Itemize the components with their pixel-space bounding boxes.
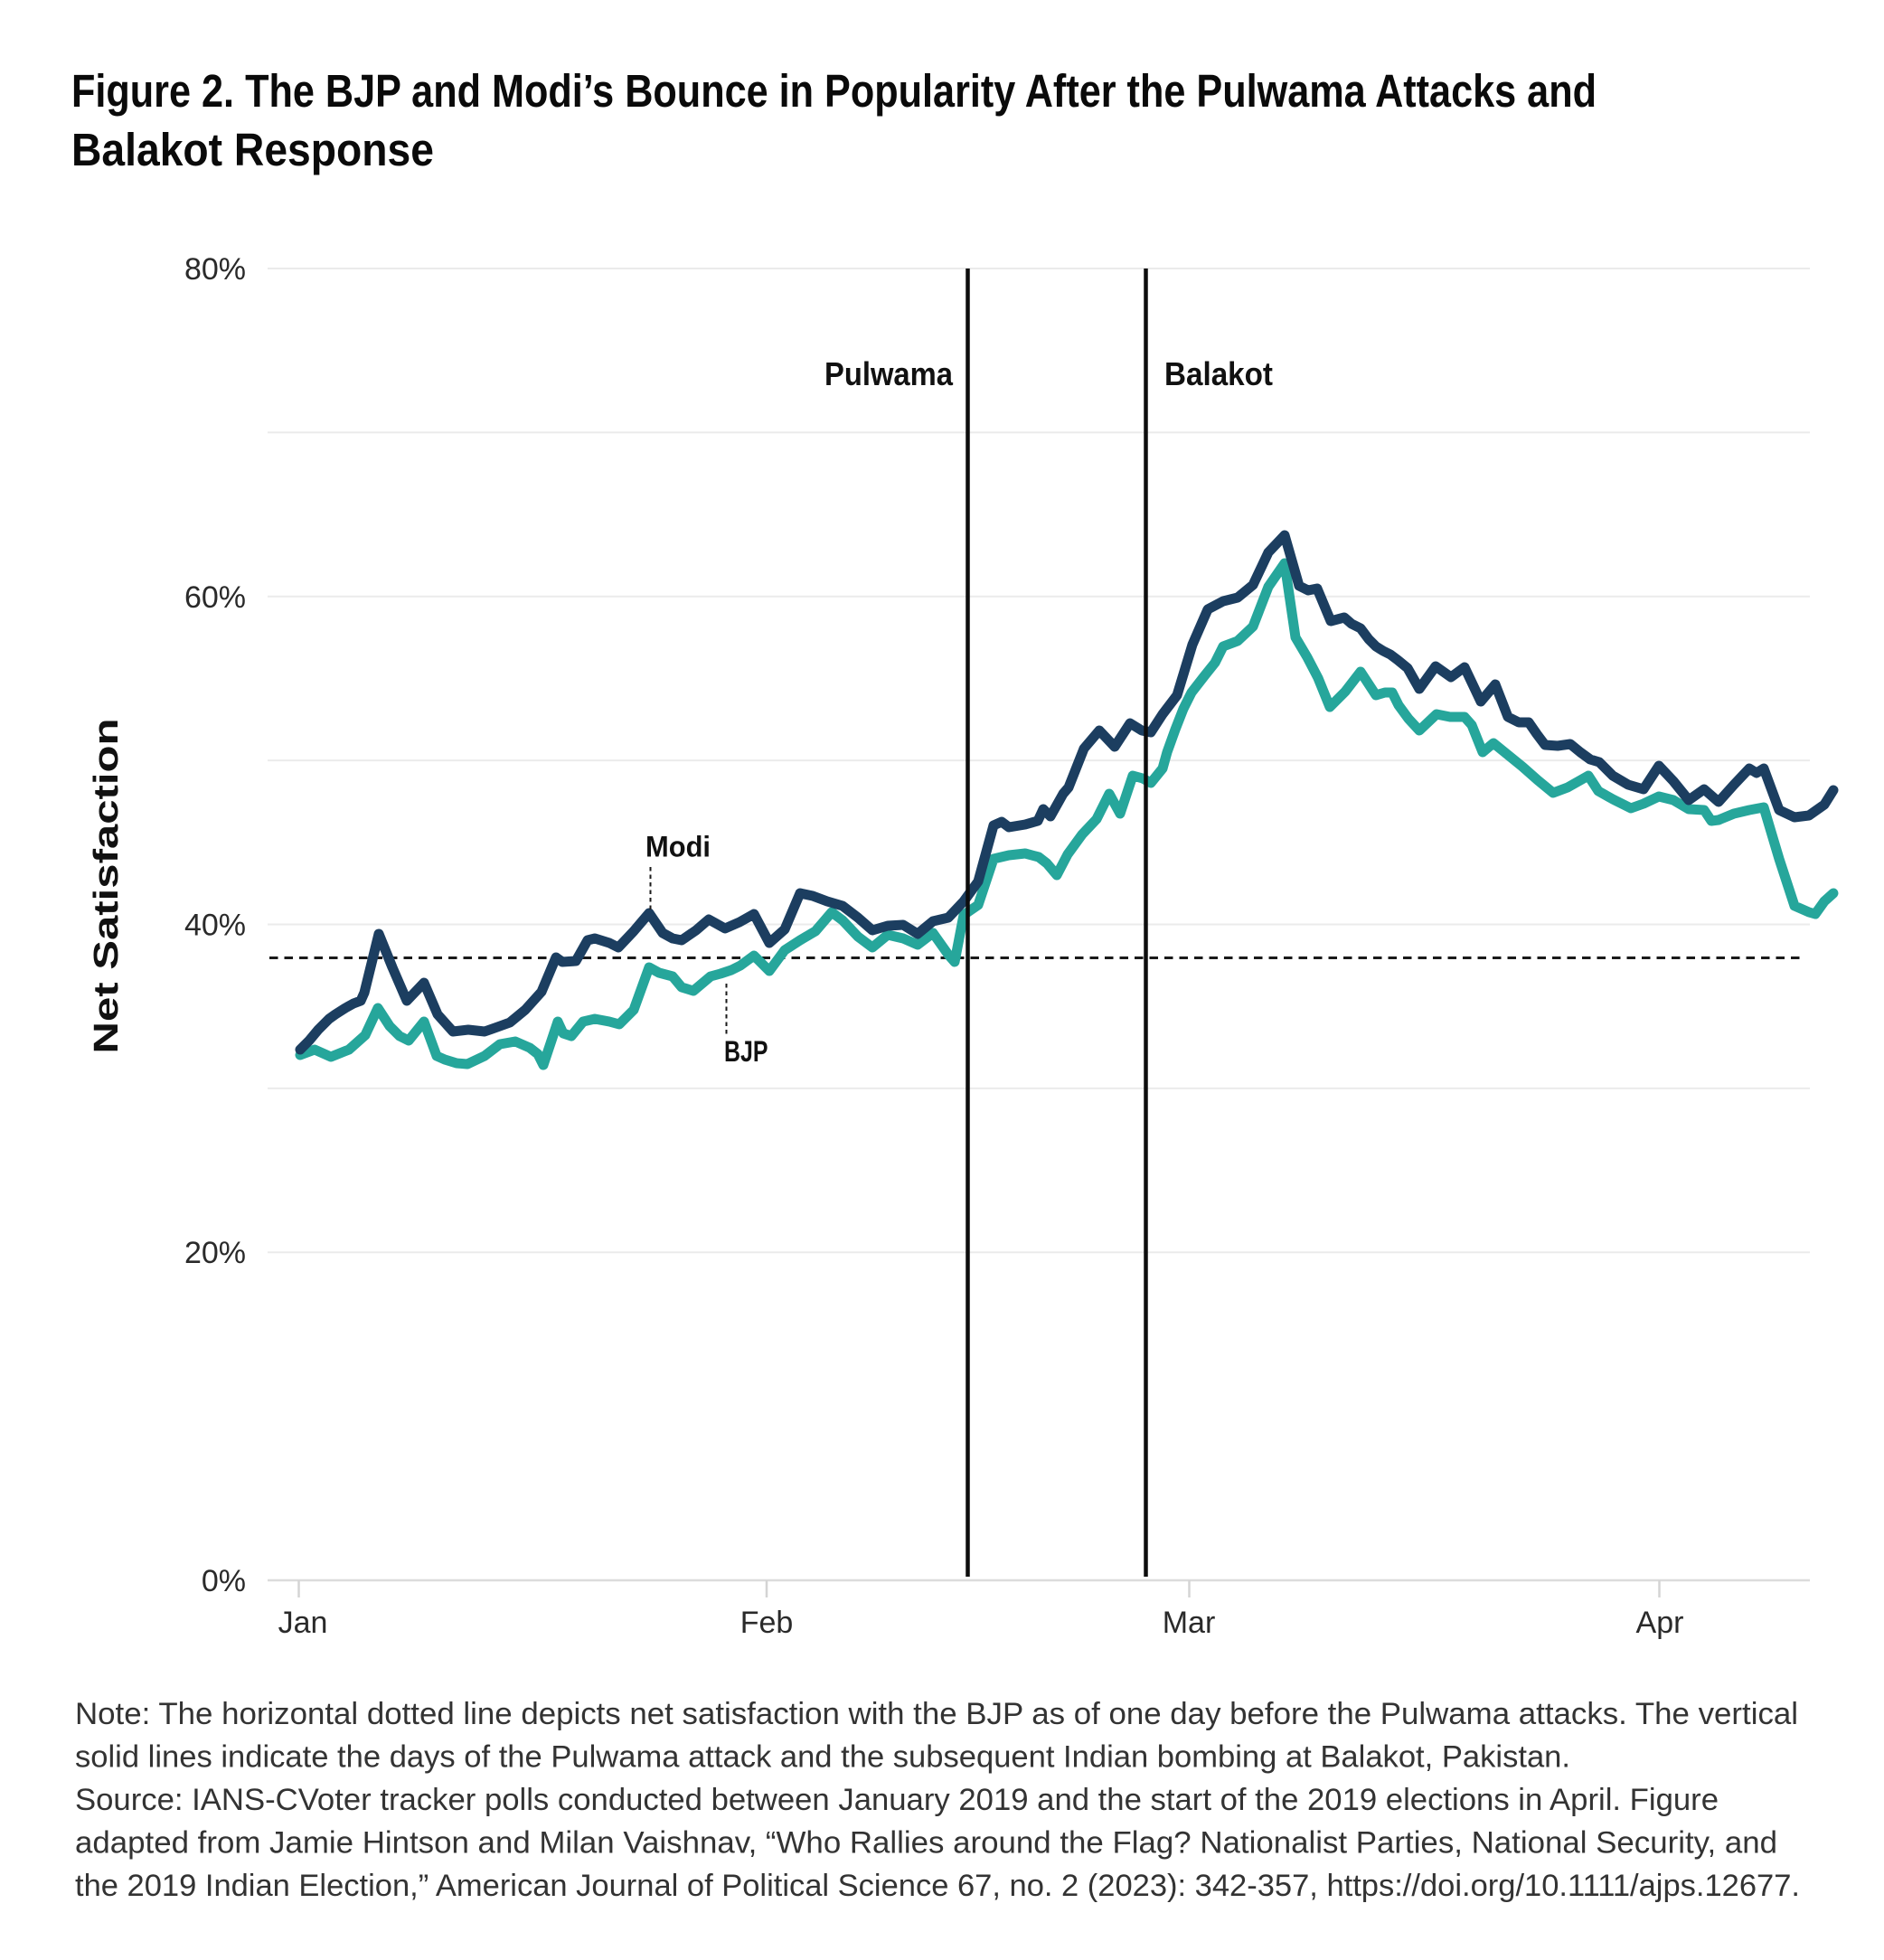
- svg-text:Modi: Modi: [645, 831, 711, 863]
- svg-text:the 2019 Indian Election,” Ame: the 2019 Indian Election,” American Jour…: [75, 1869, 1800, 1903]
- svg-text:Figure 2. The BJP and Modi’s B: Figure 2. The BJP and Modi’s Bounce in P…: [71, 65, 1597, 117]
- svg-text:60%: 60%: [184, 580, 246, 615]
- svg-text:solid lines indicate the days: solid lines indicate the days of the Pul…: [75, 1740, 1570, 1775]
- svg-text:Apr: Apr: [1636, 1606, 1684, 1640]
- svg-text:20%: 20%: [184, 1236, 246, 1270]
- svg-text:Jan: Jan: [278, 1606, 328, 1640]
- svg-text:Net Satisfaction: Net Satisfaction: [88, 719, 126, 1054]
- svg-text:40%: 40%: [184, 909, 246, 943]
- svg-text:Mar: Mar: [1163, 1606, 1216, 1640]
- svg-text:Note: The horizontal dotted li: Note: The horizontal dotted line depicts…: [75, 1697, 1798, 1731]
- svg-text:BJP: BJP: [724, 1035, 768, 1068]
- svg-text:Balakot Response: Balakot Response: [71, 124, 434, 175]
- svg-text:Feb: Feb: [740, 1606, 794, 1640]
- svg-text:Pulwama: Pulwama: [824, 355, 954, 392]
- svg-text:80%: 80%: [184, 252, 246, 287]
- svg-text:adapted from Jamie Hintson and: adapted from Jamie Hintson and Milan Vai…: [75, 1826, 1777, 1861]
- svg-text:Balakot: Balakot: [1164, 355, 1273, 392]
- svg-text:0%: 0%: [202, 1564, 246, 1598]
- svg-text:Source: IANS-CVoter tracker po: Source: IANS-CVoter tracker polls conduc…: [75, 1783, 1719, 1817]
